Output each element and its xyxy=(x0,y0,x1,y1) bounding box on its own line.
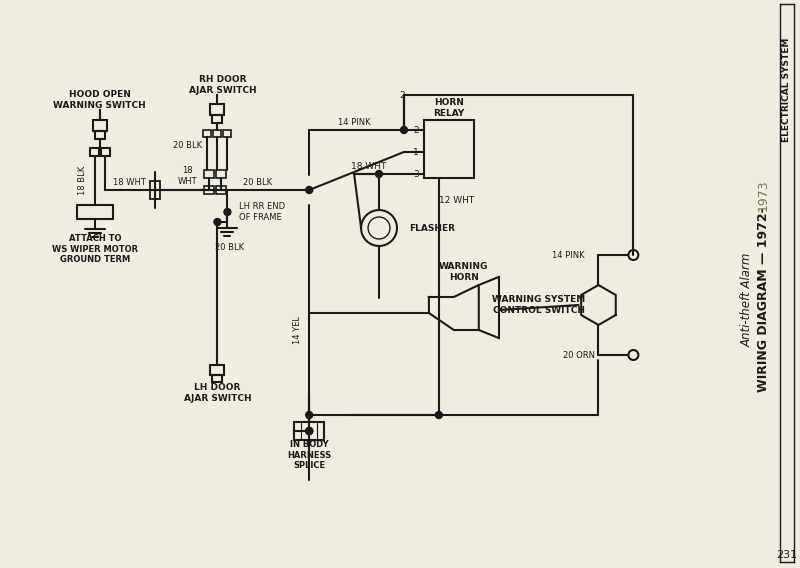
Text: 18 WHT: 18 WHT xyxy=(114,178,146,186)
Text: 1973: 1973 xyxy=(757,179,770,211)
Bar xyxy=(205,170,214,178)
Text: LH DOOR
AJAR SWITCH: LH DOOR AJAR SWITCH xyxy=(184,383,251,403)
Text: LH RR END
OF FRAME: LH RR END OF FRAME xyxy=(239,202,286,222)
Bar xyxy=(94,131,105,139)
Bar xyxy=(77,205,113,219)
Text: 20 BLK: 20 BLK xyxy=(242,178,272,186)
Circle shape xyxy=(306,411,313,419)
Circle shape xyxy=(375,170,382,178)
Text: WIRING DIAGRAM — 1972-: WIRING DIAGRAM — 1972- xyxy=(757,208,770,392)
Text: 18
WHT: 18 WHT xyxy=(178,166,198,186)
Text: 14 PINK: 14 PINK xyxy=(338,118,370,127)
Circle shape xyxy=(224,208,231,215)
Text: 18 WHT: 18 WHT xyxy=(351,161,386,170)
Polygon shape xyxy=(429,285,478,330)
Text: 14 PINK: 14 PINK xyxy=(552,250,585,260)
Bar xyxy=(214,130,222,137)
Text: 231: 231 xyxy=(777,550,798,560)
Bar xyxy=(210,104,225,115)
Text: 18 BLK: 18 BLK xyxy=(78,165,87,195)
Bar xyxy=(294,422,324,440)
Circle shape xyxy=(306,428,313,435)
Text: HOOD OPEN
WARNING SWITCH: HOOD OPEN WARNING SWITCH xyxy=(54,90,146,110)
Text: 20 BLK: 20 BLK xyxy=(215,243,244,252)
Text: 1: 1 xyxy=(413,148,419,157)
Bar xyxy=(213,375,222,382)
Text: FLASHER: FLASHER xyxy=(409,223,455,232)
Text: 14 YEL: 14 YEL xyxy=(293,316,302,344)
Bar xyxy=(217,186,226,194)
Circle shape xyxy=(401,127,407,133)
Bar xyxy=(210,365,225,375)
Text: 2: 2 xyxy=(413,126,418,135)
Circle shape xyxy=(306,186,313,194)
Bar xyxy=(213,115,222,123)
Circle shape xyxy=(361,210,397,246)
Bar xyxy=(90,148,98,156)
Text: WARNING
HORN: WARNING HORN xyxy=(439,262,489,282)
Text: 20 ORN: 20 ORN xyxy=(562,350,594,360)
Text: 20 BLK: 20 BLK xyxy=(173,140,202,149)
Text: IN BODY
HARNESS
SPLICE: IN BODY HARNESS SPLICE xyxy=(287,440,331,470)
Bar xyxy=(101,148,110,156)
Circle shape xyxy=(306,428,313,435)
Bar xyxy=(205,186,214,194)
Text: HORN
RELAY: HORN RELAY xyxy=(434,98,465,118)
Bar xyxy=(223,130,231,137)
Text: RH DOOR
AJAR SWITCH: RH DOOR AJAR SWITCH xyxy=(189,76,256,95)
Bar xyxy=(150,181,159,199)
Circle shape xyxy=(214,219,221,225)
Bar xyxy=(217,170,226,178)
Text: Anti-theft Alarm: Anti-theft Alarm xyxy=(741,253,754,347)
Polygon shape xyxy=(581,285,616,325)
Text: WARNING SYSTEM
CONTROL SWITCH: WARNING SYSTEM CONTROL SWITCH xyxy=(492,295,586,315)
Text: 3: 3 xyxy=(413,169,419,178)
Bar xyxy=(93,120,106,131)
Text: ATTACH TO
WS WIPER MOTOR
GROUND TERM: ATTACH TO WS WIPER MOTOR GROUND TERM xyxy=(52,234,138,264)
Text: 2: 2 xyxy=(399,90,405,99)
Bar xyxy=(424,120,474,178)
Circle shape xyxy=(435,411,442,419)
Bar xyxy=(203,130,211,137)
Text: 12 WHT: 12 WHT xyxy=(439,195,474,204)
Text: ELECTRICAL SYSTEM: ELECTRICAL SYSTEM xyxy=(782,38,791,142)
